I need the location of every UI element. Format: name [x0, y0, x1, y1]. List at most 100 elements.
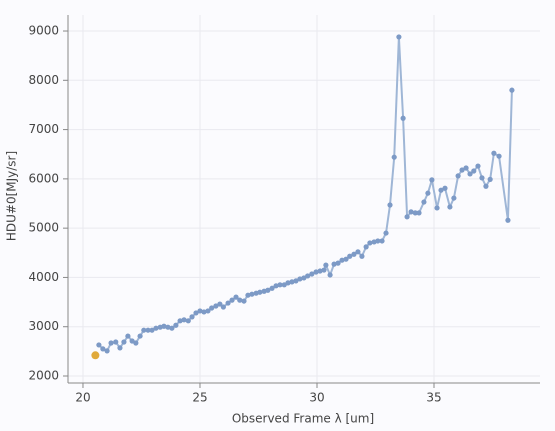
data-point: [347, 253, 353, 259]
y-tick-label: 9000: [28, 24, 59, 38]
y-tick-label: 2000: [28, 369, 59, 383]
data-point: [113, 339, 119, 345]
data-point: [412, 210, 418, 216]
data-point: [471, 168, 477, 174]
data-point: [169, 325, 175, 331]
data-point: [201, 309, 207, 315]
data-point: [117, 345, 123, 351]
y-tick-label: 3000: [28, 319, 59, 333]
data-point: [483, 183, 489, 189]
data-point: [496, 153, 502, 159]
data-point: [149, 327, 155, 333]
data-point: [404, 214, 410, 220]
data-point: [161, 323, 167, 329]
data-point: [509, 87, 515, 93]
data-point: [343, 256, 349, 262]
data-point: [289, 279, 295, 285]
data-point: [327, 272, 333, 278]
data-point: [463, 165, 469, 171]
data-point: [197, 308, 203, 314]
data-point: [467, 171, 473, 177]
data-point: [225, 300, 231, 306]
data-point: [383, 230, 389, 236]
data-point: [209, 305, 215, 311]
data-point: [217, 301, 223, 307]
y-tick-label: 4000: [28, 270, 59, 284]
data-point: [363, 244, 369, 250]
data-point: [408, 209, 414, 215]
data-point: [355, 249, 361, 255]
data-point: [475, 163, 481, 169]
series-line: [98, 36, 513, 353]
data-point: [141, 327, 147, 333]
data-point: [455, 173, 461, 179]
data-point: [434, 205, 440, 211]
data-point: [220, 304, 226, 310]
data-point: [133, 340, 139, 346]
data-point: [425, 190, 431, 196]
data-point: [165, 324, 171, 330]
data-point: [173, 322, 179, 328]
data-point: [367, 240, 373, 246]
data-point: [273, 283, 279, 289]
data-point: [285, 280, 291, 286]
y-tick-label: 5000: [28, 221, 59, 235]
data-point: [447, 204, 453, 210]
data-point: [421, 199, 427, 205]
data-point: [193, 310, 199, 316]
data-point: [257, 289, 263, 295]
data-point: [351, 251, 357, 257]
data-point: [438, 187, 444, 193]
data-point: [233, 294, 239, 300]
data-point: [505, 217, 511, 223]
data-point: [359, 253, 365, 259]
data-point: [269, 285, 275, 291]
data-point: [177, 318, 183, 324]
data-point: [391, 154, 397, 160]
data-point: [459, 167, 465, 173]
data-point: [379, 238, 385, 244]
x-tick-label: 20: [75, 391, 90, 405]
y-tick-label: 8000: [28, 73, 59, 87]
x-tick-label: 35: [426, 391, 441, 405]
data-point: [416, 210, 422, 216]
data-point: [451, 195, 457, 201]
data-point: [189, 314, 195, 320]
data-point: [335, 260, 341, 266]
data-point: [145, 327, 151, 333]
data-point: [396, 34, 402, 40]
data-point: [137, 333, 143, 339]
data-point: [339, 257, 345, 263]
data-point: [487, 176, 493, 182]
data-point: [100, 346, 106, 352]
data-point: [245, 292, 251, 298]
x-tick-label: 25: [192, 391, 207, 405]
data-point: [323, 262, 329, 268]
data-point: [442, 185, 448, 191]
data-point: [108, 340, 114, 346]
data-point: [331, 261, 337, 267]
data-point: [400, 115, 406, 121]
data-point: [305, 273, 311, 279]
data-point: [229, 297, 235, 303]
y-axis-title: HDU#0[MJy/sr]: [5, 151, 19, 241]
data-point: [213, 303, 219, 309]
data-point: [125, 333, 131, 339]
data-point: [265, 287, 271, 293]
x-tick-label: 30: [309, 391, 324, 405]
data-point: [249, 291, 255, 297]
data-point: [313, 269, 319, 275]
y-tick-label: 7000: [28, 122, 59, 136]
data-point: [277, 282, 283, 288]
data-point: [297, 276, 303, 282]
data-point: [491, 150, 497, 156]
x-axis-title: Observed Frame λ [um]: [232, 412, 374, 426]
data-point: [104, 348, 110, 354]
data-point: [153, 325, 159, 331]
data-point: [317, 268, 323, 274]
data-point: [375, 238, 381, 244]
data-point: [241, 298, 247, 304]
data-point: [321, 267, 327, 273]
data-point: [429, 177, 435, 183]
